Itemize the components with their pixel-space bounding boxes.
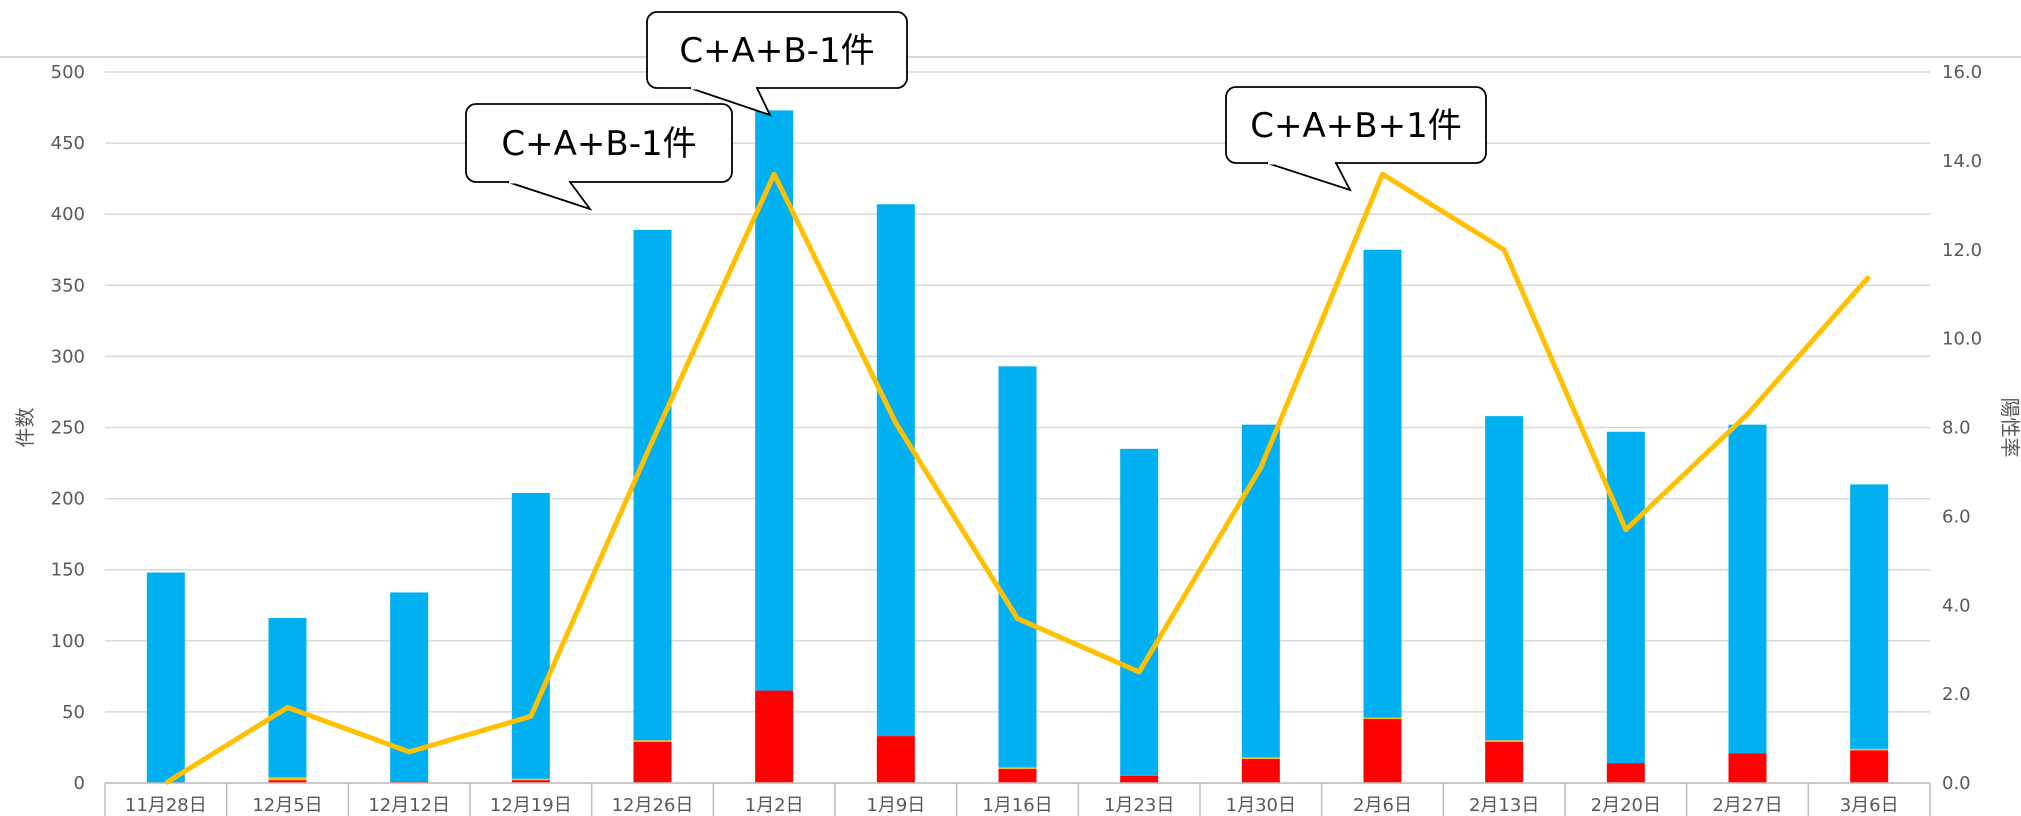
callout-text: C+A+B+1件 bbox=[1250, 106, 1461, 146]
x-tick-label: 12月12日 bbox=[368, 795, 450, 816]
bar-segment bbox=[1850, 484, 1889, 749]
callout-tail bbox=[1266, 162, 1352, 192]
callouts: C+A+B-1件 C+A+B-1件 C+A+B+1件 bbox=[465, 11, 1487, 211]
bar-segment bbox=[998, 767, 1037, 769]
bar-segment bbox=[1241, 758, 1280, 783]
bar-segment bbox=[1606, 763, 1645, 783]
bar-segment bbox=[511, 780, 550, 783]
y2-tick-label: 8.0 bbox=[1942, 418, 1971, 439]
y-tick-label: 450 bbox=[51, 133, 85, 154]
bar-segment bbox=[1485, 416, 1524, 741]
y2-tick-label: 4.0 bbox=[1942, 595, 1971, 616]
bar-segment bbox=[998, 366, 1037, 768]
y-tick-label: 50 bbox=[62, 702, 85, 723]
y-tick-label: 150 bbox=[51, 560, 85, 581]
positivity-line bbox=[164, 171, 1872, 786]
x-axis: 11月28日 12月5日 12月12日 12月19日 12月26日 1月2日 1月9日 1月1… bbox=[104, 782, 1931, 816]
bar-segment bbox=[268, 777, 307, 781]
y2-tick-label: 16.0 bbox=[1942, 62, 1982, 83]
y-tick-label: 300 bbox=[51, 346, 85, 367]
bar-segment bbox=[1606, 431, 1645, 764]
callout: C+A+B-1件 bbox=[465, 103, 733, 211]
bar-segment bbox=[1363, 719, 1402, 783]
bar-segment bbox=[1120, 448, 1159, 776]
bar-segment bbox=[876, 204, 915, 737]
x-tick-label: 12月26日 bbox=[612, 795, 694, 816]
x-tick-label: 1月16日 bbox=[982, 795, 1052, 816]
y-tick-label: 100 bbox=[51, 631, 85, 652]
bar-segment bbox=[1485, 740, 1524, 742]
bar-segment bbox=[1850, 750, 1889, 783]
bar-segment bbox=[268, 618, 307, 778]
y2-tick-label: 10.0 bbox=[1942, 329, 1982, 350]
y2-axis-title: 陽性率 bbox=[1998, 398, 2021, 458]
y2-tick-label: 2.0 bbox=[1942, 684, 1971, 705]
x-tick-label: 3月6日 bbox=[1840, 795, 1899, 816]
callout-box bbox=[646, 11, 908, 89]
bar-segment bbox=[1241, 424, 1280, 758]
y-tick-label: 500 bbox=[51, 62, 85, 83]
bar-segment bbox=[876, 736, 915, 783]
x-tick-label: 11月28日 bbox=[125, 795, 207, 816]
x-tick-label: 1月9日 bbox=[866, 795, 925, 816]
callout-text: C+A+B-1件 bbox=[679, 31, 874, 71]
x-tick-label: 2月6日 bbox=[1353, 795, 1412, 816]
bar-segment bbox=[511, 778, 550, 781]
y-axis-left: 0 50 100 150 200 250 300 350 400 450 500 bbox=[51, 62, 85, 794]
bar-segment bbox=[1728, 424, 1767, 754]
y-axis-right: 0.0 2.0 4.0 6.0 8.0 10.0 12.0 14.0 16.0 bbox=[1942, 62, 1982, 794]
y2-tick-label: 12.0 bbox=[1942, 240, 1982, 261]
y-tick-label: 0 bbox=[74, 773, 85, 794]
y2-tick-label: 14.0 bbox=[1942, 151, 1982, 172]
y2-tick-label: 0.0 bbox=[1942, 773, 1971, 794]
callout-box bbox=[465, 103, 733, 183]
y-tick-label: 250 bbox=[51, 418, 85, 439]
x-tick-label: 2月13日 bbox=[1469, 795, 1539, 816]
callout: C+A+B+1件 bbox=[1225, 86, 1487, 192]
y-tick-label: 350 bbox=[51, 275, 85, 296]
bar-segment bbox=[1241, 757, 1280, 759]
bar-segment bbox=[1363, 717, 1402, 720]
bars bbox=[146, 110, 1889, 783]
bar-segment bbox=[1485, 741, 1524, 783]
y-tick-label: 400 bbox=[51, 204, 85, 225]
bar-segment bbox=[1120, 775, 1159, 783]
bar-segment bbox=[146, 572, 185, 783]
x-tick-label: 2月20日 bbox=[1591, 795, 1661, 816]
callout-tail bbox=[507, 181, 593, 211]
x-tick-label: 12月5日 bbox=[252, 795, 322, 816]
series-line bbox=[164, 171, 1872, 786]
bar-segment bbox=[268, 780, 307, 783]
y-tick-label: 200 bbox=[51, 489, 85, 510]
callout: C+A+B-1件 bbox=[646, 11, 908, 117]
callout-text: C+A+B-1件 bbox=[501, 124, 696, 164]
x-tick-label: 1月2日 bbox=[745, 795, 804, 816]
bar-segment bbox=[511, 492, 550, 779]
x-tick-label: 2月27日 bbox=[1712, 795, 1782, 816]
bar-segment bbox=[755, 690, 794, 783]
bar-segment bbox=[998, 768, 1037, 783]
bar-segment bbox=[1363, 249, 1402, 718]
callout-box bbox=[1225, 86, 1487, 164]
bar-segment bbox=[1728, 753, 1767, 783]
bar-segment bbox=[633, 740, 672, 742]
y-axis-title: 件数 bbox=[13, 408, 37, 448]
bar-segment bbox=[633, 229, 672, 741]
x-tick-label: 1月30日 bbox=[1226, 795, 1296, 816]
y2-tick-label: 6.0 bbox=[1942, 506, 1971, 527]
bar-segment bbox=[633, 741, 672, 783]
x-tick-label: 1月23日 bbox=[1104, 795, 1174, 816]
bar-segment bbox=[1850, 748, 1889, 751]
x-tick-label: 12月19日 bbox=[490, 795, 572, 816]
